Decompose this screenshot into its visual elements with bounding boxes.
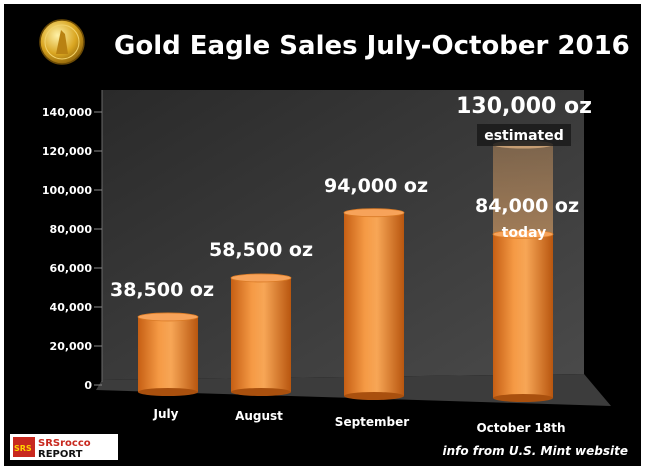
y-tick-label: 20,000	[50, 340, 93, 353]
estimate-note: estimated	[484, 128, 564, 144]
data-label: 94,000 oz	[324, 175, 428, 197]
y-tick-label: 120,000	[42, 145, 92, 158]
x-tick-label: September	[335, 415, 409, 429]
y-axis-ticks: 0 20,000 40,000 60,000 80,000 100,000 120,000 1…	[42, 106, 102, 392]
y-tick-label: 100,000	[42, 184, 92, 197]
data-label: 58,500 oz	[209, 239, 313, 261]
y-tick-label: 80,000	[50, 223, 93, 236]
estimate-label: 130,000 oz	[456, 94, 592, 119]
data-labels: 38,500 oz 58,500 oz 94,000 oz 84,000 oz toda…	[110, 94, 592, 301]
bar-top	[343, 208, 405, 218]
chart-title: Gold Eagle Sales July-October 2016	[114, 31, 630, 61]
estimate-note-box	[477, 124, 571, 146]
svg-text:SRS: SRS	[14, 444, 32, 453]
chart-frame: Gold Eagle Sales July-October 2016 0 20,0…	[4, 4, 641, 466]
bar-2	[344, 212, 404, 396]
x-axis-labels: July August September October 18th	[153, 407, 566, 435]
y-tick-label: 40,000	[50, 301, 93, 314]
bar-base	[231, 388, 291, 396]
source-note: info from U.S. Mint website	[442, 444, 628, 458]
svg-text:REPORT: REPORT	[38, 449, 83, 460]
data-label: 38,500 oz	[110, 279, 214, 301]
data-label: 84,000 oz	[475, 195, 579, 217]
bar-1	[231, 277, 291, 392]
bar-base	[344, 392, 404, 400]
y-tick-label: 0	[84, 379, 92, 392]
y-tick-label: 140,000	[42, 106, 92, 119]
gold-coin-icon	[39, 19, 85, 65]
bar-3	[493, 234, 553, 398]
today-label: today	[502, 225, 546, 241]
srsrocco-logo: SRS SRSrocco REPORT	[10, 434, 118, 460]
x-tick-label: July	[153, 407, 179, 421]
bar-top	[230, 273, 292, 283]
x-tick-label: October 18th	[476, 421, 565, 435]
y-tick-label: 60,000	[50, 262, 93, 275]
plot-back-wall	[102, 90, 584, 380]
bar-top	[492, 229, 554, 239]
bar-series	[137, 140, 554, 402]
bar-base	[138, 388, 198, 396]
bar-0	[138, 316, 198, 392]
svg-text:SRSrocco: SRSrocco	[38, 438, 91, 449]
bar-base	[493, 394, 553, 402]
x-tick-label: August	[235, 409, 283, 423]
chart-svg: Gold Eagle Sales July-October 2016 0 20,0…	[4, 4, 641, 466]
bar-top	[137, 312, 199, 322]
